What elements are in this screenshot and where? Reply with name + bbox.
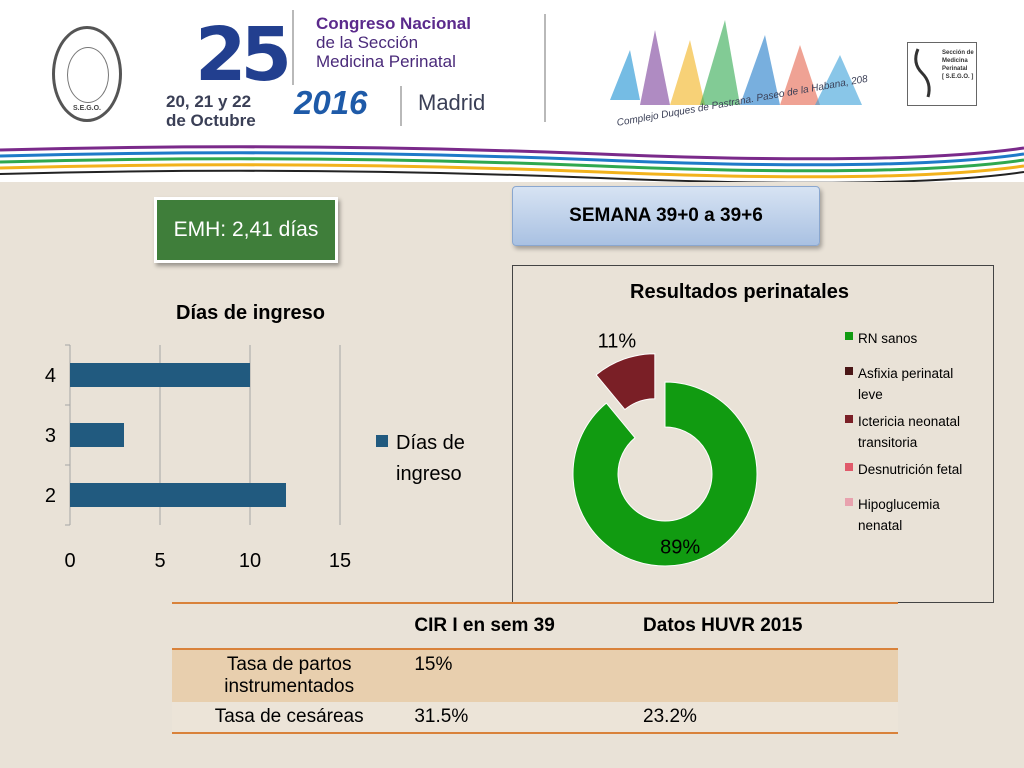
data-label: 11% — [598, 330, 637, 352]
congress-dates: 20, 21 y 22 de Octubre — [166, 92, 256, 130]
section-logo-icon — [914, 48, 931, 98]
y-tick-label: 2 — [45, 485, 56, 507]
table-cell — [635, 649, 898, 702]
bar — [70, 423, 124, 447]
table-header-cell: Datos HUVR 2015 — [635, 602, 898, 650]
table-header-cell — [172, 602, 407, 650]
bar-chart: 0 5 10 15 2 3 4 — [45, 344, 351, 572]
legend-item: RN sanos — [845, 328, 980, 349]
section-logo: Sección de Medicina Perinatal [ S.E.G.O.… — [907, 42, 977, 106]
divider — [292, 10, 294, 85]
comparison-table: CIR I en sem 39 Datos HUVR 2015 Tasa de … — [172, 602, 898, 734]
donut-slice — [595, 353, 656, 411]
legend-swatch — [845, 415, 853, 423]
congress-title: Congreso Nacional de la Sección Medicina… — [316, 14, 471, 71]
table-cell: Tasa de cesáreas — [172, 702, 407, 734]
section-logo-text: Sección de Medicina Perinatal [ S.E.G.O.… — [942, 50, 974, 80]
table-row: Tasa de partos instrumentados 15% — [172, 649, 898, 702]
legend-label: Hipoglucemia nenatal — [858, 497, 940, 533]
data-label: 89% — [660, 536, 700, 558]
banner-stripes — [0, 145, 1024, 182]
legend-swatch — [376, 435, 388, 447]
bar — [70, 363, 250, 387]
table-cell: 15% — [406, 649, 636, 702]
semana-callout: SEMANA 39+0 a 39+6 — [512, 186, 820, 246]
table-cell: 31.5% — [406, 702, 636, 734]
year-logo: 2016 — [294, 84, 368, 121]
donut-chart-legend: RN sanos Asfixia perinatal leve Ictericia … — [845, 328, 980, 536]
legend-label-line1: Días de — [396, 432, 465, 454]
seal-text: S.E.G.O. — [72, 105, 101, 112]
table-cell: Tasa de partos instrumentados — [172, 649, 407, 702]
legend-swatch — [845, 332, 853, 340]
conference-banner: S.E.G.O. 25 20, 21 y 22 de Octubre Congr… — [0, 0, 1024, 182]
emh-badge: EMH: 2,41 días — [154, 197, 338, 263]
madrid-skyline-art — [610, 20, 862, 105]
x-tick-label: 5 — [154, 550, 165, 572]
divider — [544, 14, 546, 122]
donut-chart: 89% 11% — [572, 330, 758, 567]
table-header-cell: CIR I en sem 39 — [406, 602, 636, 650]
donut-chart-title: Resultados perinatales — [630, 281, 849, 303]
legend-swatch — [845, 498, 853, 506]
legend-label: RN sanos — [858, 331, 918, 346]
legend-item: Ictericia neonatal transitoria — [845, 411, 980, 453]
x-tick-label: 10 — [239, 550, 261, 572]
table-row: Tasa de cesáreas 31.5% 23.2% — [172, 702, 898, 734]
bar-chart-legend: Días de ingreso — [376, 428, 465, 490]
legend-label: Ictericia neonatal transitoria — [858, 414, 961, 450]
legend-label: Desnutrición fetal — [858, 462, 963, 477]
legend-item: Asfixia perinatal leve — [845, 363, 980, 405]
logo-25: 25 — [195, 12, 292, 98]
bar-chart-title: Días de ingreso — [176, 302, 325, 324]
legend-label: Asfixia perinatal leve — [858, 366, 954, 402]
city: Madrid — [418, 90, 486, 115]
y-tick-label: 4 — [45, 365, 56, 387]
bar — [70, 483, 286, 507]
divider — [400, 86, 402, 126]
legend-swatch — [845, 367, 853, 375]
legend-item: Desnutrición fetal — [845, 459, 980, 480]
table-header-row: CIR I en sem 39 Datos HUVR 2015 — [172, 602, 898, 650]
x-tick-label: 0 — [64, 550, 75, 572]
x-tick-label: 15 — [329, 550, 351, 572]
legend-item: Hipoglucemia nenatal — [845, 494, 980, 536]
legend-label-line2: ingreso — [396, 463, 462, 485]
sego-seal-logo: S.E.G.O. — [52, 26, 122, 122]
table-cell: 23.2% — [635, 702, 898, 734]
y-tick-label: 3 — [45, 425, 56, 447]
legend-swatch — [845, 463, 853, 471]
donut-slice — [572, 381, 758, 567]
